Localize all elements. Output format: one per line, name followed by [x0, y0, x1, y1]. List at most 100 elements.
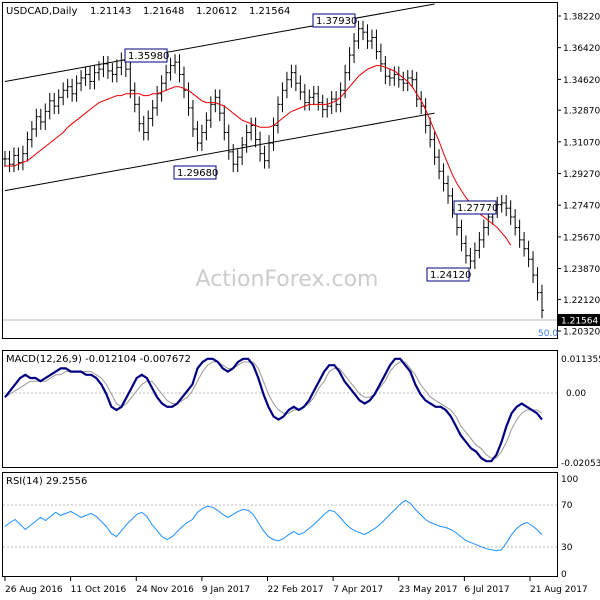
ohlc-bar [258, 131, 263, 162]
ohlc-bar [504, 195, 509, 217]
price-annotation: 1.37930 [312, 13, 357, 28]
ohlc-bar [240, 136, 245, 166]
ohlc-bar [369, 29, 374, 49]
ohlc-bar [522, 231, 527, 257]
ohlc-open: 1.21143 [90, 6, 131, 17]
ohlc-bar [513, 209, 518, 236]
ohlc-bar [7, 150, 12, 173]
ohlc-bar [459, 219, 464, 252]
fib-label: 50.0 [538, 329, 558, 339]
ohlc-bar [199, 124, 204, 151]
ohlc-bar [25, 131, 30, 162]
price-panel-title: USDCAD,Daily [6, 6, 77, 17]
x-axis: 26 Aug 2016 11 Oct 2016 24 Nov 2016 9 Jan 2… [4, 577, 588, 595]
ohlc-bar [159, 75, 164, 102]
price-tick-label: 1.22120 [563, 296, 600, 306]
ohlc-bar [325, 98, 330, 118]
ohlc-bar [16, 147, 21, 171]
annotation-label: 1.35980 [128, 51, 169, 62]
ohlc-bar [105, 55, 110, 79]
ohlc-bar [365, 24, 370, 49]
ohlc-bar [96, 61, 101, 81]
watermark: ActionForex.com [196, 267, 379, 292]
ohlc-bar [217, 89, 222, 122]
ohlc-bar [61, 82, 66, 106]
ohlc-bar [508, 200, 513, 225]
ohlc-bar [141, 115, 146, 141]
ohlc-bar [235, 149, 240, 173]
x-tick-label: 6 Jul 2017 [464, 585, 509, 595]
ohlc-bar [222, 105, 227, 141]
annotation-label: 1.29680 [177, 168, 218, 179]
price-tick-label: 1.25670 [563, 233, 600, 243]
ohlc-bar [244, 124, 249, 153]
ohlc-bar [213, 89, 218, 113]
x-tick-label: 7 Apr 2017 [333, 585, 383, 595]
price-tick-label: 1.23870 [563, 265, 600, 275]
ohlc-bar [29, 121, 34, 148]
macd-line [4, 357, 543, 463]
ohlc-close: 1.21564 [249, 6, 290, 17]
annotation-label: 1.37930 [316, 16, 357, 27]
ohlc-bar [150, 99, 155, 127]
ohlc-bar [481, 219, 486, 248]
annotation-label: 1.24120 [430, 270, 471, 281]
ohlc-bar [275, 96, 280, 134]
ohlc-bar [56, 89, 61, 115]
ohlc-header: 1.21143 1.21648 1.20612 1.21564 [90, 6, 290, 17]
price-tick-label: 1.31070 [563, 138, 600, 148]
price-tick-label: 1.36420 [563, 44, 600, 54]
ohlc-bar [79, 70, 84, 92]
ohlc-bar [374, 29, 379, 60]
ohlc-bar [437, 149, 442, 180]
rsi-tick-0: 0 [561, 570, 567, 580]
x-tick-label: 24 Nov 2016 [136, 585, 194, 595]
ohlc-bar [168, 57, 173, 81]
rsi-panel: RSI(14) 29.2556 100 70 30 0 [2, 472, 578, 580]
ohlc-bar [293, 64, 298, 92]
rsi-tick-30: 30 [561, 543, 573, 553]
ohlc-bar [204, 112, 209, 141]
ohlc-bar [535, 267, 540, 301]
ohlc-bar [378, 43, 383, 72]
ohlc-bar [334, 91, 339, 113]
ohlc-bar [517, 219, 522, 248]
macd-tick-bottom: -0.020531 [561, 459, 600, 469]
price-annotation: 1.35980 [124, 48, 169, 63]
ohlc-bar [34, 108, 39, 137]
ohlc-bar [262, 145, 267, 169]
ohlc-bar [226, 124, 231, 160]
price-tick-label: 1.34620 [563, 76, 600, 86]
ohlc-bar [472, 242, 477, 269]
ohlc-bar [177, 54, 182, 83]
price-annotation: 1.27770 [453, 200, 498, 215]
ohlc-bar [298, 75, 303, 100]
price-annotation: 1.29680 [173, 165, 218, 180]
macd-panel-title: MACD(12,26,9) -0.012104 -0.007672 [6, 354, 191, 365]
ohlc-bar [311, 85, 316, 106]
current-price-tag [558, 314, 600, 326]
ohlc-bar [11, 147, 16, 173]
ohlc-bar [352, 33, 357, 63]
macd-tick-zero: 0.00 [566, 389, 586, 399]
ohlc-bar [92, 64, 97, 90]
ohlc-bar [182, 66, 186, 99]
ohlc-bar [208, 96, 213, 129]
ohlc-bar [410, 70, 415, 88]
channel-lower-line [4, 112, 435, 192]
price-tick-label: 1.29270 [563, 170, 600, 180]
ohlc-bar [132, 82, 137, 113]
current-price-label: 1.21564 [561, 317, 598, 327]
ohlc-bar [361, 20, 365, 41]
macd-tick-top: 0.011355 [561, 355, 600, 365]
ohlc-bar [531, 251, 536, 284]
ohlc-bar [526, 240, 531, 268]
ohlc-bar [432, 131, 437, 166]
macd-panel: MACD(12,26,9) -0.012104 -0.007672 0.0113… [2, 350, 600, 469]
ohlc-bar [128, 61, 133, 99]
ohlc-bar [3, 150, 7, 167]
macd-panel-frame [2, 350, 558, 468]
ohlc-bar [231, 143, 236, 173]
ohlc-bar [267, 135, 272, 169]
